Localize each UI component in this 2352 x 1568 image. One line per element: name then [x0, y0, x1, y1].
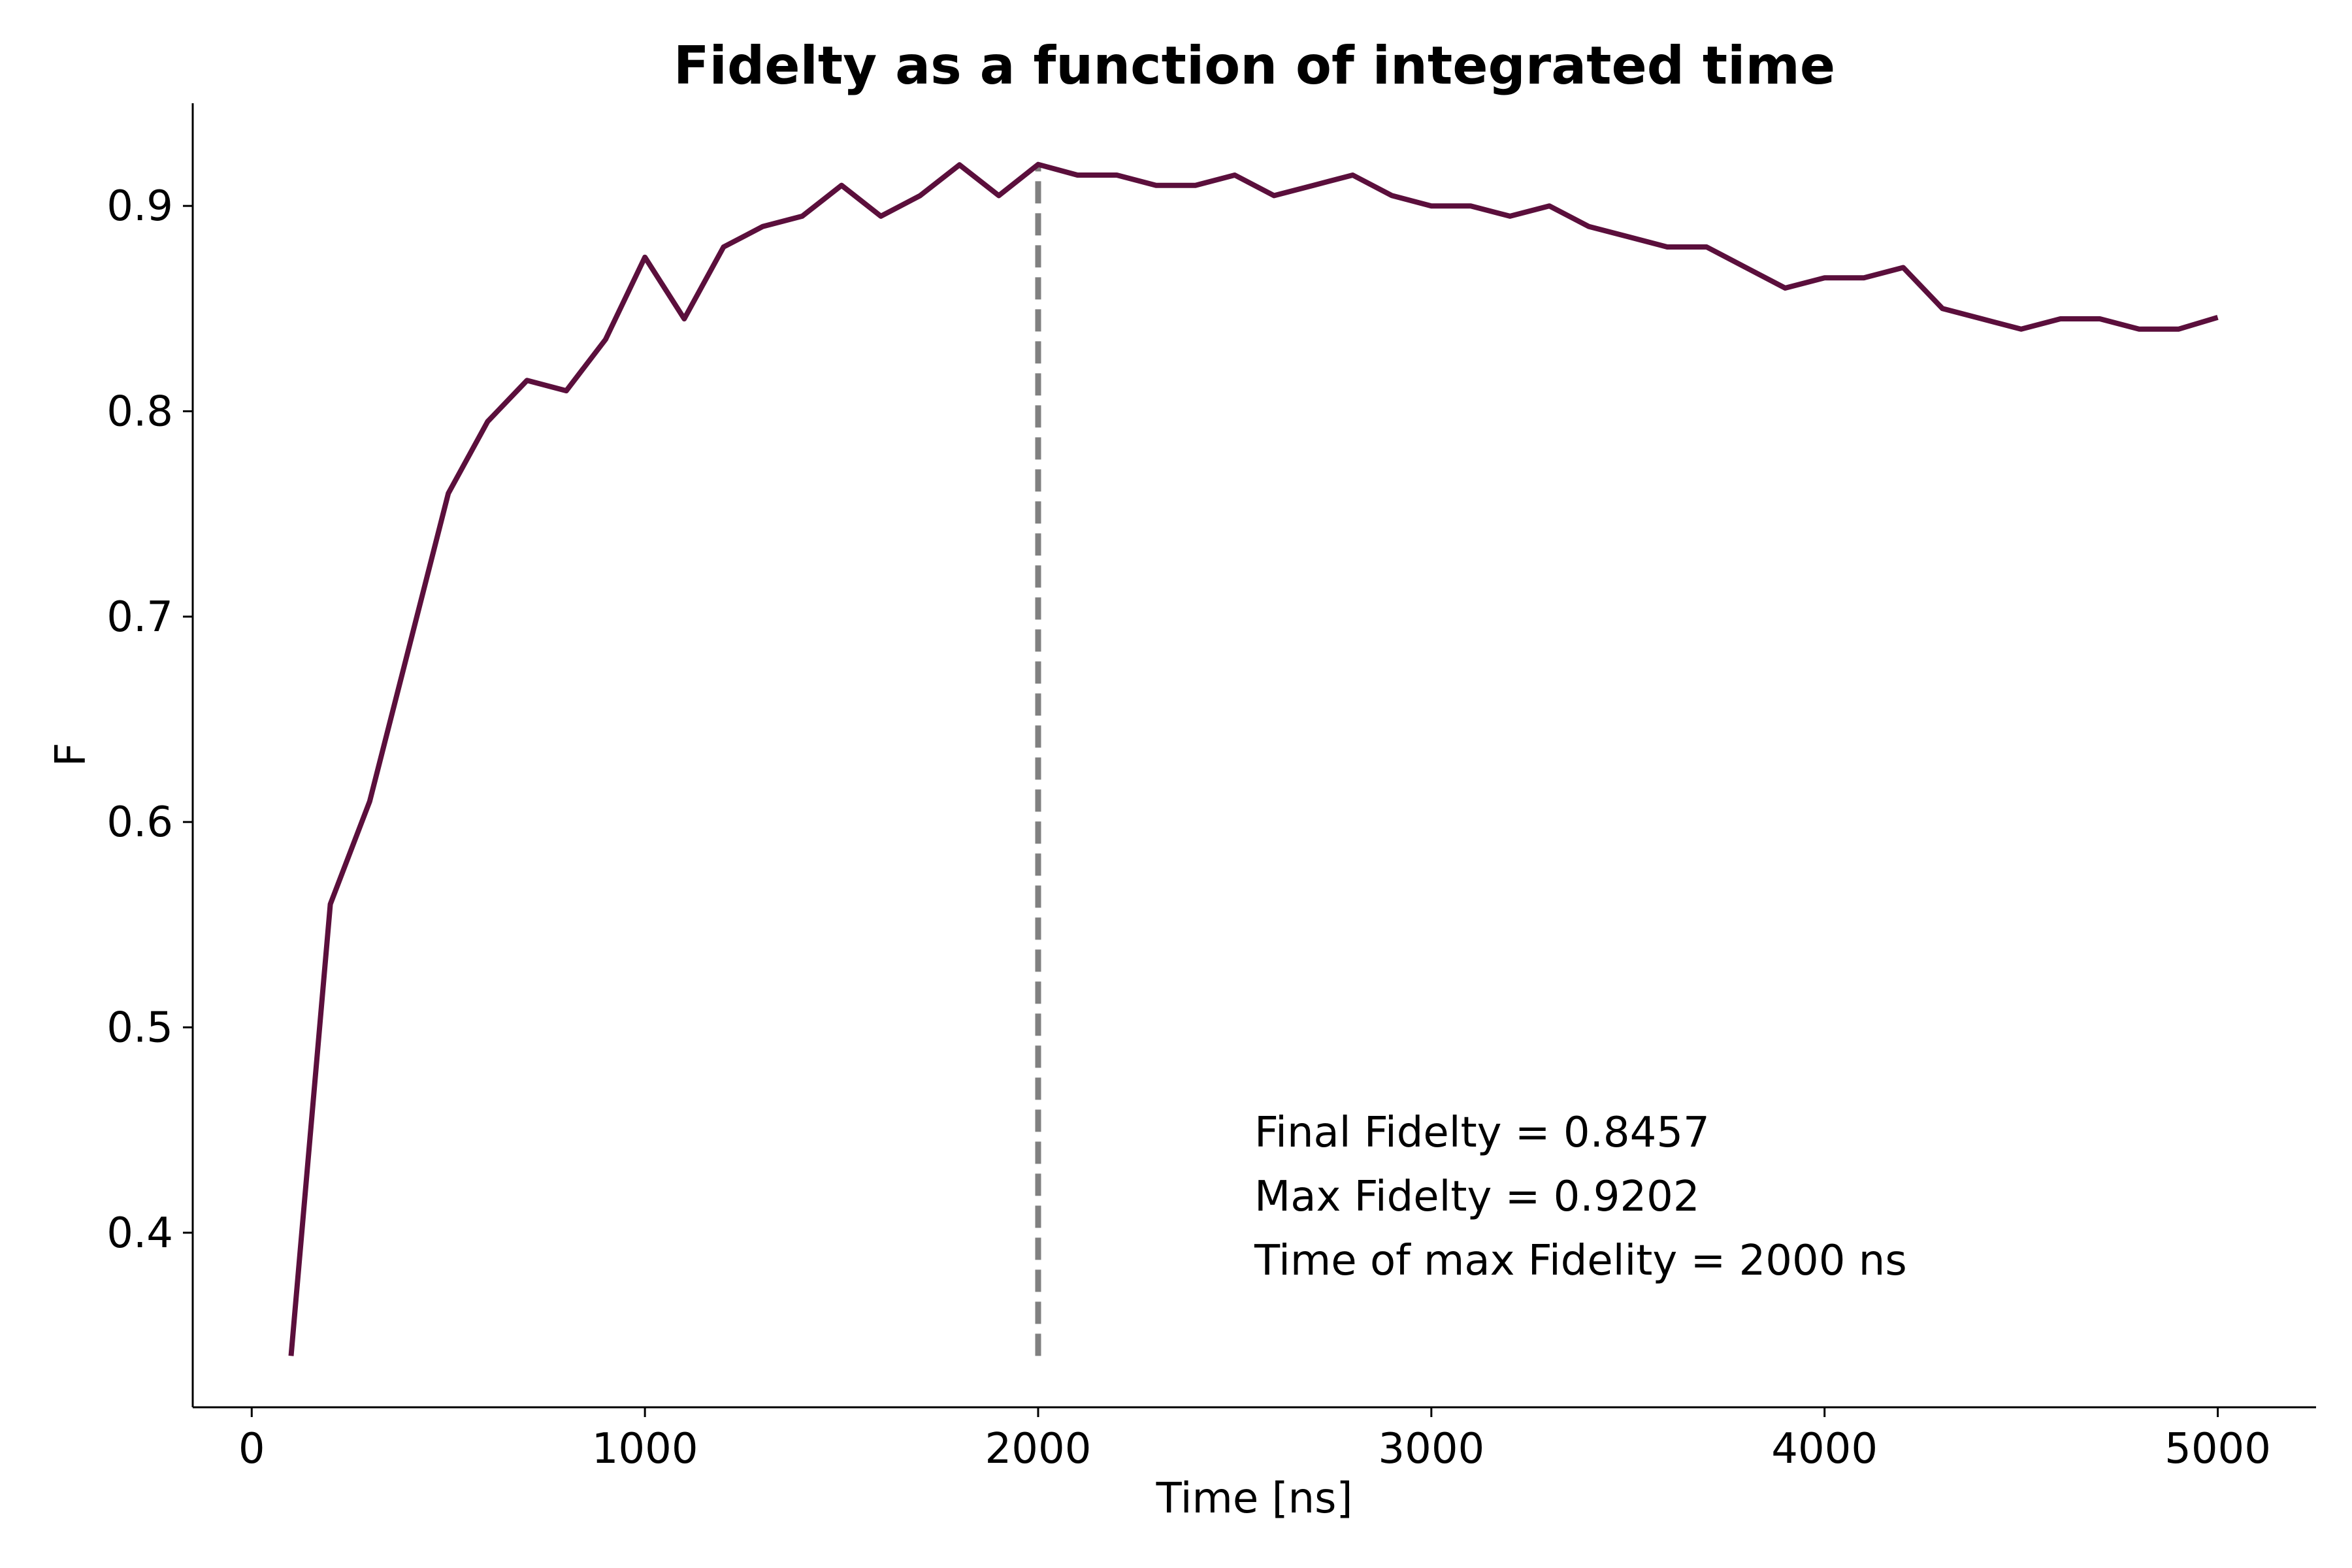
annotation-time-of-max: Time of max Fidelity = 2000 ns	[1254, 1237, 1907, 1285]
x-tick-label: 0	[238, 1425, 265, 1473]
y-tick-label: 0.5	[106, 1004, 173, 1052]
x-tick-label: 2000	[985, 1425, 1092, 1473]
x-tick-label: 5000	[2164, 1425, 2271, 1473]
series-line-0	[288, 161, 2219, 1356]
y-tick-label: 0.7	[106, 593, 173, 642]
chart-title: Fidelty as a function of integrated time	[674, 35, 1835, 96]
x-tick-label: 1000	[592, 1425, 698, 1473]
x-axis-label: Time [ns]	[1156, 1475, 1353, 1523]
y-tick-label: 0.8	[106, 387, 173, 436]
plot-area	[288, 161, 2219, 1356]
y-tick-label: 0.9	[106, 182, 173, 231]
y-axis-label: F	[47, 743, 95, 767]
annotation-final-fidelity: Final Fidelty = 0.8457	[1254, 1109, 1710, 1157]
annotation-block: Final Fidelty = 0.8457 Max Fidelty = 0.9…	[1254, 1109, 1907, 1285]
x-axis-ticks: 0 1000 2000 3000 4000 5000	[238, 1407, 2271, 1473]
annotation-max-fidelity: Max Fidelty = 0.9202	[1254, 1173, 1700, 1221]
y-tick-label: 0.6	[106, 798, 173, 847]
y-axis-ticks: 0.4 0.5 0.6 0.7 0.8 0.9	[106, 182, 193, 1258]
y-tick-label: 0.4	[106, 1209, 173, 1258]
x-tick-label: 4000	[1771, 1425, 1878, 1473]
x-tick-label: 3000	[1378, 1425, 1484, 1473]
